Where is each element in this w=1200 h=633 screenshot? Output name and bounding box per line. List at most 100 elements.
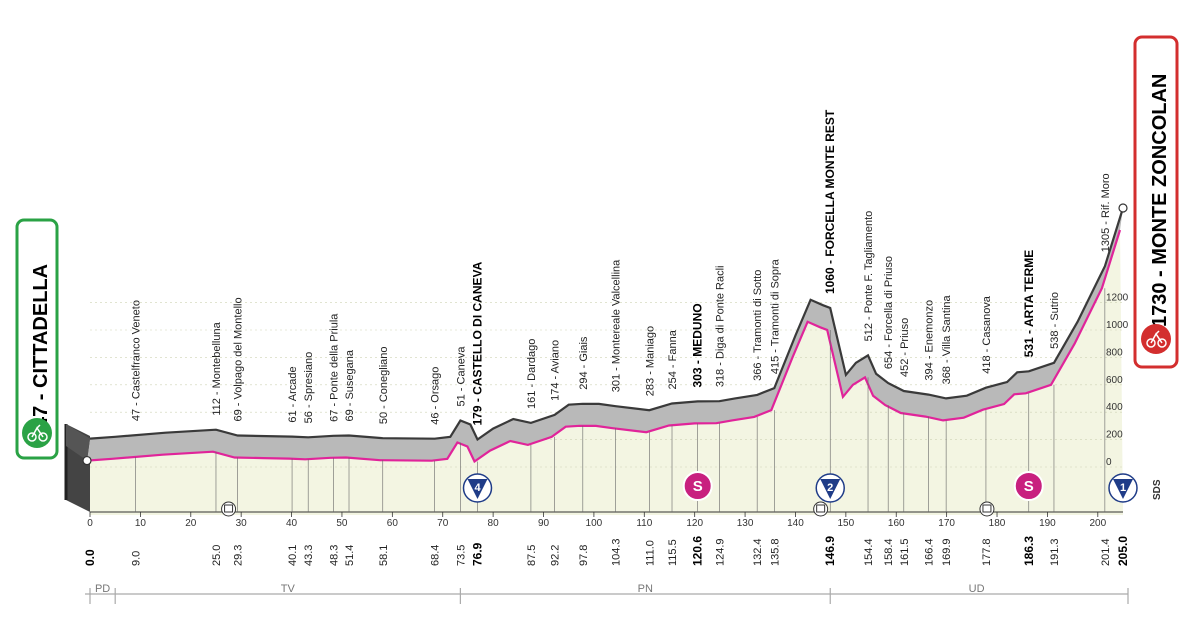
waypoint-label: 538 - Sutrio xyxy=(1049,292,1061,349)
start-dot xyxy=(82,455,92,466)
climb-marker-triangle xyxy=(467,479,488,499)
elevation-tick-label: 1000 xyxy=(1106,320,1129,331)
finish-label: 1730 - MONTE ZONCOLAN xyxy=(1149,74,1171,327)
waypoint-label: 512 - Ponte F. Tagliamento xyxy=(863,211,875,342)
waypoint-km-label: 120.6 xyxy=(691,536,705,566)
km-tick-label: 160 xyxy=(888,518,905,529)
climb-category-icon: 4 xyxy=(462,473,493,503)
cyclist-wheel-icon xyxy=(1157,338,1167,348)
waypoint-label: 394 - Enemonzo xyxy=(923,300,935,381)
km-tick-label: 190 xyxy=(1039,518,1056,529)
waypoint-label: 415 - Tramonti di Sopra xyxy=(769,258,781,374)
km-tick-label: 140 xyxy=(787,518,804,529)
feed-zone-icon xyxy=(813,501,829,517)
waypoint-km-label: 29.3 xyxy=(233,545,245,566)
sprint-marker-disc xyxy=(1013,471,1044,501)
km-tick-label: 60 xyxy=(387,518,399,529)
sds-watermark: SDS xyxy=(1152,479,1163,500)
ground-area xyxy=(87,230,1123,515)
sprint-icon: S xyxy=(682,471,713,501)
waypoint-label: 283 - Maniago xyxy=(644,326,656,396)
km-tick-label: 180 xyxy=(989,518,1006,529)
feed-zone-icon xyxy=(979,501,995,517)
waypoint-label: 254 - Fanna xyxy=(667,329,679,389)
waypoint-label: 1305 - Rif. Moro xyxy=(1100,173,1112,252)
waypoint-label: 301 - Montereale Valcellina xyxy=(611,259,623,392)
feed-icon-ring xyxy=(979,501,995,517)
waypoint-km-label: 97.8 xyxy=(578,545,590,566)
waypoint-km-label: 76.9 xyxy=(471,542,485,566)
climb-category-icon: 2 xyxy=(815,473,845,503)
waypoint-label: 112 - Montebelluna xyxy=(211,321,223,415)
km-tick-label: 30 xyxy=(236,518,248,529)
km-tick-label: 120 xyxy=(686,518,703,529)
waypoint-label: 50 - Conegliano xyxy=(378,346,390,424)
km-tick-label: 200 xyxy=(1089,518,1106,529)
km-tick-label: 40 xyxy=(286,518,298,529)
waypoint-label: 368 - Villa Santina xyxy=(941,294,953,384)
waypoint-label: 318 - Diga di Ponte Racli xyxy=(714,265,726,387)
region-code: UD xyxy=(969,583,985,595)
waypoint-km-label: 169.9 xyxy=(941,538,953,566)
waypoint-km-label: 124.9 xyxy=(714,538,726,566)
sprint-marker-disc xyxy=(682,471,713,501)
waypoint-km-label: 177.8 xyxy=(981,538,993,566)
km-tick-label: 80 xyxy=(488,518,500,529)
waypoint-km-label: 87.5 xyxy=(526,545,538,566)
elevation-tick-label: 0 xyxy=(1106,457,1112,468)
waypoint-km-label: 43.3 xyxy=(303,545,315,566)
sprint-marker-text: S xyxy=(693,478,703,495)
km-tick-label: 170 xyxy=(938,518,955,529)
waypoint-label: 61 - Arcade xyxy=(287,366,299,422)
profile-side xyxy=(87,208,1123,462)
waypoint-km-label: 166.4 xyxy=(923,538,935,566)
start-km-label: 0.0 xyxy=(83,549,97,566)
cyclist-icon xyxy=(22,418,52,448)
waypoint-label: 51 - Caneva xyxy=(455,346,467,407)
km-tick-label: 110 xyxy=(636,518,652,529)
waypoint-km-label: 191.3 xyxy=(1049,538,1061,566)
cyclist-wheel-icon xyxy=(27,432,37,442)
km-tick-label: 20 xyxy=(185,518,197,529)
km-tick-label: 100 xyxy=(586,518,603,529)
cyclist-wheel-icon xyxy=(1146,338,1156,348)
waypoint-km-label: 68.4 xyxy=(430,545,442,566)
profile-start-cap xyxy=(66,424,90,461)
waypoint-label: 47 - Castelfranco Veneto xyxy=(130,300,142,421)
waypoint-km-label: 104.3 xyxy=(611,538,623,566)
waypoint-km-label: 73.5 xyxy=(455,545,467,566)
waypoint-km-label: 154.4 xyxy=(863,538,875,566)
waypoint-km-label: 158.4 xyxy=(883,538,895,566)
profile-ridge-line xyxy=(89,207,1125,442)
waypoint-km-label: 40.1 xyxy=(287,545,299,566)
waypoint-label: 1060 - FORCELLA MONTE REST xyxy=(823,109,837,294)
feed-icon-bag xyxy=(816,504,826,513)
start-badge: 47 - CITTADELLA xyxy=(15,218,59,460)
climb-marker-triangle xyxy=(1113,479,1133,499)
elevation-tick-label: 400 xyxy=(1106,402,1123,413)
elevation-tick-label: 1200 xyxy=(1106,293,1129,304)
waypoint-label: 67 - Ponte della Priula xyxy=(328,313,340,422)
start-label: 47 - CITTADELLA xyxy=(30,264,52,428)
waypoint-label: 418 - Casanova xyxy=(981,295,993,374)
waypoint-km-label: 146.9 xyxy=(823,536,837,566)
region-code: PN xyxy=(638,583,653,595)
km-tick-label: 50 xyxy=(336,518,348,529)
waypoint-label: 294 - Giais xyxy=(578,336,590,390)
region-code: TV xyxy=(281,583,296,595)
cyclist-finish-icon xyxy=(1141,324,1171,354)
waypoint-km-label: 115.5 xyxy=(667,539,679,566)
waypoint-km-label: 58.1 xyxy=(378,545,390,566)
elevation-tick-label: 800 xyxy=(1106,347,1123,358)
km-tick-label: 90 xyxy=(538,518,550,529)
climb-category-text: 2 xyxy=(827,482,833,494)
finish-badge: 1730 - MONTE ZONCOLAN xyxy=(1133,35,1179,369)
waypoint-label: 531 - ARTA TERME xyxy=(1022,250,1036,358)
waypoint-km-label: 186.3 xyxy=(1022,536,1036,566)
km-tick-label: 0 xyxy=(87,518,93,529)
climb-category-text: 4 xyxy=(474,482,481,494)
waypoint-label: 452 - Priuso xyxy=(899,318,911,377)
feed-icon-ring xyxy=(221,501,237,517)
